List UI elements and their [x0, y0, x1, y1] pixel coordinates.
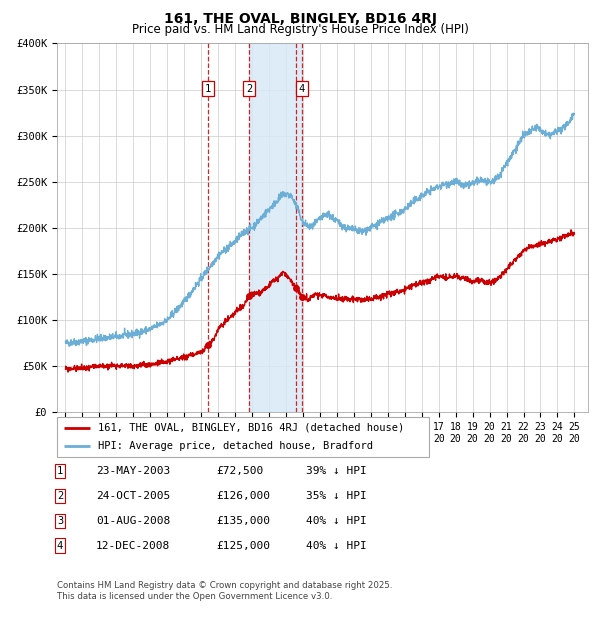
- Text: 161, THE OVAL, BINGLEY, BD16 4RJ (detached house): 161, THE OVAL, BINGLEY, BD16 4RJ (detach…: [98, 423, 404, 433]
- Text: 35% ↓ HPI: 35% ↓ HPI: [306, 491, 367, 501]
- Text: 39% ↓ HPI: 39% ↓ HPI: [306, 466, 367, 476]
- Text: Contains HM Land Registry data © Crown copyright and database right 2025.: Contains HM Land Registry data © Crown c…: [57, 581, 392, 590]
- Text: £72,500: £72,500: [216, 466, 263, 476]
- Text: 2: 2: [246, 84, 252, 94]
- Text: 3: 3: [57, 516, 63, 526]
- Text: 01-AUG-2008: 01-AUG-2008: [96, 516, 170, 526]
- Text: 2: 2: [57, 491, 63, 501]
- Text: 23-MAY-2003: 23-MAY-2003: [96, 466, 170, 476]
- Text: HPI: Average price, detached house, Bradford: HPI: Average price, detached house, Brad…: [98, 441, 373, 451]
- Text: 1: 1: [57, 466, 63, 476]
- Text: 1: 1: [205, 84, 211, 94]
- Text: 12-DEC-2008: 12-DEC-2008: [96, 541, 170, 551]
- Text: 4: 4: [299, 84, 305, 94]
- Text: 40% ↓ HPI: 40% ↓ HPI: [306, 516, 367, 526]
- Text: 40% ↓ HPI: 40% ↓ HPI: [306, 541, 367, 551]
- Text: £125,000: £125,000: [216, 541, 270, 551]
- Text: £135,000: £135,000: [216, 516, 270, 526]
- Bar: [249, 43, 302, 412]
- Text: 4: 4: [57, 541, 63, 551]
- Text: Price paid vs. HM Land Registry's House Price Index (HPI): Price paid vs. HM Land Registry's House …: [131, 23, 469, 36]
- Text: This data is licensed under the Open Government Licence v3.0.: This data is licensed under the Open Gov…: [57, 592, 332, 601]
- Text: 24-OCT-2005: 24-OCT-2005: [96, 491, 170, 501]
- Text: £126,000: £126,000: [216, 491, 270, 501]
- Text: 161, THE OVAL, BINGLEY, BD16 4RJ: 161, THE OVAL, BINGLEY, BD16 4RJ: [163, 12, 437, 27]
